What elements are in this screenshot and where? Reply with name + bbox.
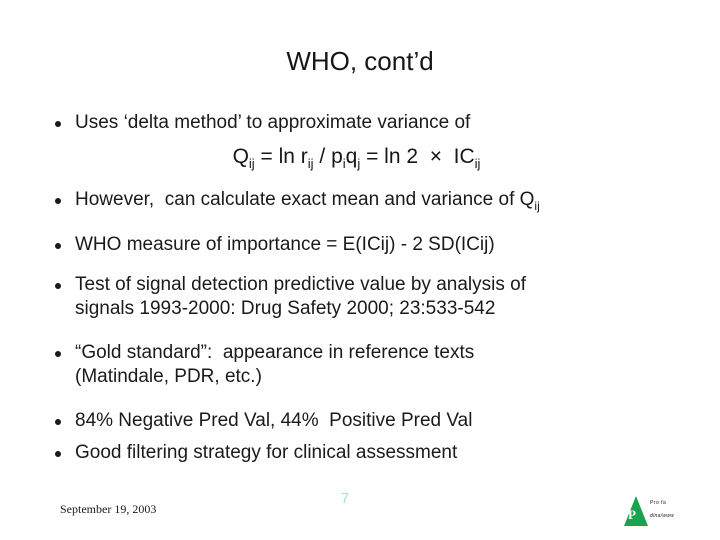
bullet-text: Test of signal detection predictive valu… bbox=[75, 274, 526, 319]
logo: P Pro fa dina/www bbox=[622, 492, 708, 532]
bullet-text: However, can calculate exact mean and va… bbox=[75, 189, 540, 213]
bullet-icon bbox=[55, 283, 61, 289]
bullet-icon bbox=[55, 451, 61, 457]
logo-letter: P bbox=[628, 507, 636, 522]
bullet-text: Uses ‘delta method’ to approximate varia… bbox=[75, 112, 471, 133]
bullet-icon bbox=[55, 121, 61, 127]
logo-text-line2: dina/www bbox=[650, 513, 675, 519]
bullet-text: Good filtering strategy for clinical ass… bbox=[75, 442, 458, 463]
bullet-icon bbox=[55, 243, 61, 249]
subscript: ij bbox=[534, 198, 540, 213]
formula-subscript: i bbox=[342, 156, 346, 172]
bullet-text: WHO measure of importance = E(ICij) - 2 … bbox=[75, 234, 495, 255]
logo-text-line1: Pro fa bbox=[650, 500, 667, 506]
bullet-item: “Gold standard”: appearance in reference… bbox=[55, 341, 694, 389]
bullet-text: 84% Negative Pred Val, 44% Positive Pred… bbox=[75, 410, 473, 431]
formula-line: Qij = ln rij / piqj = ln 2 × ICij bbox=[55, 142, 658, 172]
formula-part: q bbox=[345, 145, 358, 168]
logo-triangle-icon bbox=[624, 496, 648, 526]
bullet-item: Good filtering strategy for clinical ass… bbox=[55, 441, 694, 465]
bullet-item: Test of signal detection predictive valu… bbox=[55, 273, 694, 321]
bullet-item: WHO measure of importance = E(ICij) - 2 … bbox=[55, 233, 694, 257]
bullet-icon bbox=[55, 419, 61, 425]
formula-subscript: ij bbox=[248, 156, 255, 172]
formula-part: = ln r bbox=[254, 145, 308, 168]
slide-title: WHO, cont’d bbox=[286, 46, 434, 76]
slide-number: 7 bbox=[340, 490, 350, 507]
formula-part: Q bbox=[232, 145, 249, 168]
formula-subscript: j bbox=[357, 156, 361, 172]
bullet-item: 84% Negative Pred Val, 44% Positive Pred… bbox=[55, 409, 694, 433]
bullet-icon bbox=[55, 351, 61, 357]
formula-part: / p bbox=[313, 145, 343, 168]
bullet-icon bbox=[55, 198, 61, 204]
footer-date: September 19, 2003 bbox=[60, 502, 157, 516]
bullet-text: “Gold standard”: appearance in reference… bbox=[75, 342, 475, 387]
formula-subscript: ij bbox=[307, 156, 314, 172]
formula-subscript: ij bbox=[474, 156, 481, 172]
bullet-list: Uses ‘delta method’ to approximate varia… bbox=[55, 111, 694, 465]
bullet-item: Uses ‘delta method’ to approximate varia… bbox=[55, 111, 694, 135]
bullet-item: However, can calculate exact mean and va… bbox=[55, 188, 694, 212]
formula-part: = ln 2 × IC bbox=[360, 145, 475, 168]
